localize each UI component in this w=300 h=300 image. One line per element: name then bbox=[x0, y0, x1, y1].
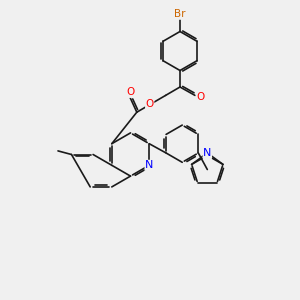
Text: O: O bbox=[146, 99, 154, 109]
Text: O: O bbox=[196, 92, 205, 102]
Text: N: N bbox=[145, 160, 153, 170]
Text: O: O bbox=[126, 87, 134, 98]
Text: N: N bbox=[203, 148, 212, 158]
Text: Br: Br bbox=[174, 9, 186, 19]
